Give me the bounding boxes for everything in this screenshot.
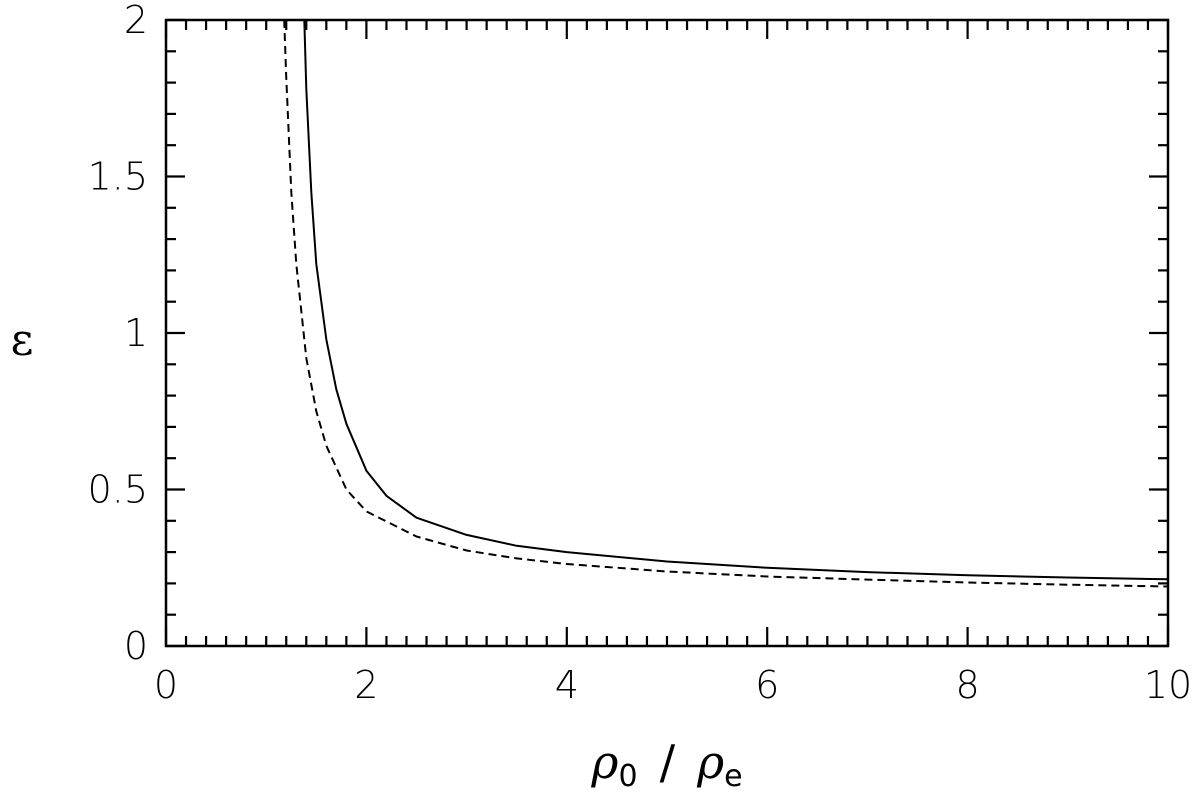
x-axis-title-subscript-numerator: 0 — [618, 759, 637, 793]
plot-frame — [164, 18, 1170, 648]
y-tick-label: 1.5 — [88, 155, 148, 199]
y-tick-label: 0.5 — [88, 468, 148, 512]
dashed-series-line — [283, 19, 1169, 588]
x-axis-title-subscript-denominator: e — [724, 759, 742, 793]
x-axis-title-rho-numerator: ρ — [590, 735, 618, 789]
x-tick-label: 8 — [956, 663, 980, 707]
x-axis-title: ρ0/ρe — [590, 735, 742, 793]
x-tick-label: 2 — [354, 663, 378, 707]
x-tick-label: 0 — [154, 663, 178, 707]
x-tick-labels: 0 2 4 6 8 10 — [154, 663, 1192, 707]
major-ticks — [164, 18, 1170, 648]
y-tick-label: 2 — [124, 0, 148, 42]
solid-series-line — [303, 19, 1169, 581]
minor-ticks — [166, 20, 1168, 646]
x-tick-label: 6 — [755, 663, 779, 707]
series-layer — [283, 19, 1169, 588]
x-tick-label: 4 — [555, 663, 579, 707]
x-tick-label: 10 — [1144, 663, 1192, 707]
x-axis-title-rho-denominator: ρ — [696, 735, 724, 789]
y-tick-labels: 0 0.5 1 1.5 2 — [88, 0, 148, 668]
x-axis-title-slash: / — [660, 735, 676, 789]
y-axis-title: ε — [11, 315, 34, 366]
y-tick-label: 1 — [124, 311, 148, 355]
y-tick-label: 0 — [124, 624, 148, 668]
